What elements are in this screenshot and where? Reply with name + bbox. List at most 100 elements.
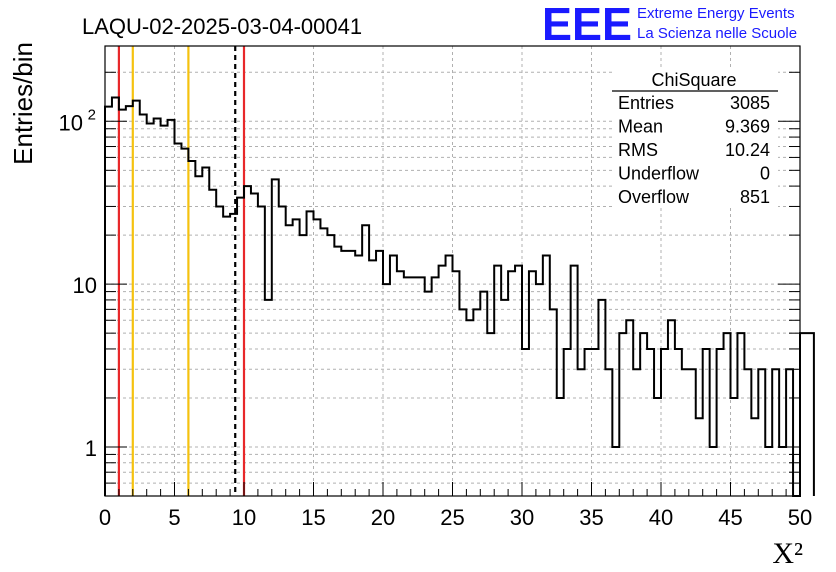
- histogram-bin: [654, 398, 661, 496]
- histogram-bin: [369, 260, 376, 496]
- stats-value: 10.24: [725, 140, 770, 160]
- histogram-bin: [418, 277, 425, 496]
- stats-rows: Entries 3085 Mean 9.369 RMS 10.24 Underflow 0 Ov…: [618, 93, 770, 207]
- histogram-bin: [765, 447, 772, 496]
- stats-label: Mean: [618, 117, 663, 137]
- histogram-bin: [251, 194, 258, 496]
- logo-line-2: La Scienza nelle Scuole: [637, 25, 797, 42]
- histogram-bin: [682, 369, 689, 496]
- histogram-bin: [578, 369, 585, 496]
- histogram-bin: [147, 123, 154, 496]
- logo-line-1: Extreme Energy Events: [637, 5, 795, 22]
- histogram-bin: [446, 255, 453, 496]
- histogram-bin: [543, 255, 550, 496]
- histogram-bin: [258, 206, 265, 496]
- histogram-bin: [133, 101, 140, 496]
- x-tick-label: 35: [579, 505, 603, 530]
- histogram-bin: [244, 186, 251, 496]
- histogram-bin: [557, 398, 564, 496]
- histogram-bin: [710, 447, 717, 496]
- x-tick-label: 5: [168, 505, 180, 530]
- histogram-bin: [647, 349, 654, 496]
- histogram-bin: [724, 333, 731, 496]
- histogram-bin: [383, 284, 390, 496]
- histogram-bin: [362, 225, 369, 496]
- histogram-bin: [800, 333, 807, 496]
- histogram-bin: [592, 349, 599, 496]
- histogram-bin: [501, 300, 508, 496]
- histogram-bin: [459, 309, 466, 496]
- stats-label: RMS: [618, 140, 658, 160]
- histogram-bin: [376, 251, 383, 496]
- x-tick-label: 15: [301, 505, 325, 530]
- histogram-bin: [154, 119, 161, 496]
- histogram-bin: [731, 398, 738, 496]
- histogram-bin: [675, 349, 682, 496]
- y-tick-label: 10: [73, 273, 97, 298]
- stats-box-title: ChiSquare: [651, 70, 736, 90]
- histogram-bin: [786, 369, 793, 496]
- stats-value: 3085: [730, 93, 770, 113]
- histogram-bin: [230, 214, 237, 496]
- x-tick-label: 30: [510, 505, 534, 530]
- histogram-bin: [119, 110, 126, 496]
- histogram-bin: [390, 255, 397, 496]
- eee-logo: EEE Extreme Energy Events La Scienza nel…: [542, 0, 797, 50]
- histogram-bin: [279, 206, 286, 496]
- histogram-bin: [640, 333, 647, 496]
- x-tick-label: 40: [649, 505, 673, 530]
- y-tick-label: 10: [59, 110, 83, 135]
- stats-value: 0: [760, 164, 770, 184]
- logo-mark: EEE: [542, 0, 632, 50]
- histogram-bin: [529, 271, 536, 496]
- histogram-bin: [216, 206, 223, 496]
- histogram-bin: [585, 349, 592, 496]
- histogram-bin: [181, 149, 188, 496]
- histogram-bin: [626, 320, 633, 496]
- histogram-bin: [314, 219, 321, 496]
- x-tick-label: 10: [232, 505, 256, 530]
- stats-label: Entries: [618, 93, 674, 113]
- histogram-bin: [293, 219, 300, 496]
- histogram-bin: [605, 369, 612, 496]
- histogram-bin: [140, 115, 147, 496]
- histogram-bin: [508, 271, 515, 496]
- histogram-bin: [487, 333, 494, 496]
- histogram-bin: [411, 277, 418, 496]
- histogram-bin: [327, 235, 334, 496]
- histogram-bin: [397, 271, 404, 496]
- histogram-bin: [668, 320, 675, 496]
- histogram-bin: [168, 120, 175, 496]
- histogram-bin: [341, 251, 348, 496]
- y-axis-label: Entries/bin: [8, 42, 38, 165]
- histogram-bin: [175, 144, 182, 496]
- stats-box: ChiSquare Entries 3085 Mean 9.369 RMS 10.24 Un…: [612, 68, 778, 208]
- histogram-bin: [105, 107, 112, 496]
- histogram-bin: [571, 266, 578, 496]
- histogram-bin: [779, 447, 786, 496]
- histogram-bin: [404, 277, 411, 496]
- histogram-bin: [744, 369, 751, 496]
- histogram-bin: [633, 369, 640, 496]
- histogram-bin: [272, 179, 279, 496]
- histogram-bin: [300, 235, 307, 496]
- histogram-bin: [126, 106, 133, 496]
- histogram-bin: [195, 176, 202, 496]
- histogram-bin: [425, 292, 432, 496]
- histogram-bin: [466, 320, 473, 496]
- x-tick-label: 50: [788, 505, 812, 530]
- histogram-bin: [161, 126, 168, 496]
- histogram-bin: [237, 198, 244, 496]
- histogram-bin: [209, 190, 216, 496]
- x-tick-label: 20: [371, 505, 395, 530]
- histogram-bin: [619, 333, 626, 496]
- histogram-outline: [104, 96, 815, 497]
- histogram-bin: [265, 300, 272, 496]
- grid-lines: [105, 46, 800, 497]
- histogram-bin: [807, 333, 814, 496]
- stats-label: Overflow: [618, 187, 690, 207]
- stats-label: Underflow: [618, 164, 700, 184]
- x-tick-label: 45: [718, 505, 742, 530]
- histogram-bin: [772, 369, 779, 496]
